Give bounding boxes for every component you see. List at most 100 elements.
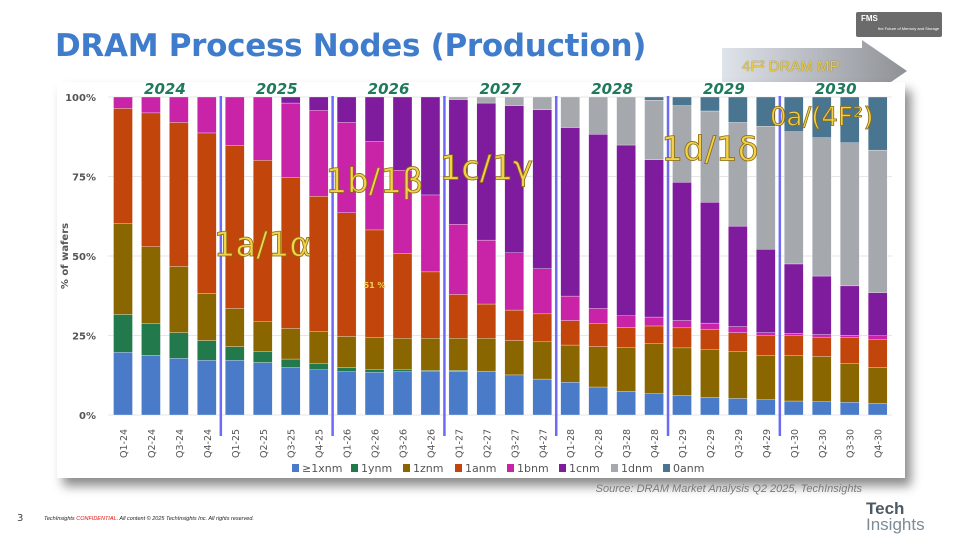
bar-segment-1cnm: [868, 292, 888, 336]
node-annotation: 1c/1γ: [440, 149, 534, 189]
bar-segment-1ynm: [197, 340, 217, 361]
x-tick-label: Q3-24: [175, 429, 186, 458]
bar-segment-1xnm: [141, 355, 161, 416]
source-note: Source: DRAM Market Analysis Q2 2025, Te…: [595, 483, 862, 495]
bar-segment-1znm: [253, 321, 273, 352]
bar-segment-1anm: [141, 112, 161, 247]
bar-segment-1znm: [644, 343, 664, 394]
bar-segment-1anm: [560, 320, 580, 346]
bar-segment-1bnm: [448, 224, 469, 295]
legend-swatch: [403, 464, 410, 472]
bar-segment-1bnm: [756, 332, 776, 336]
node-annotation: 1b/1β: [326, 161, 424, 201]
bar-segment-1dnm: [560, 96, 580, 128]
bar-segment-1anm: [728, 332, 748, 352]
bar-segment-1bnm: [197, 96, 217, 134]
bar-segment-1znm: [476, 338, 497, 372]
bar-segment-1znm: [225, 308, 245, 347]
bar-segment-0anm: [868, 96, 888, 151]
y-tick-label: 50%: [72, 252, 96, 263]
bar-segment-1dnm: [840, 142, 860, 287]
bar-segment-1bnm: [700, 322, 720, 330]
bar-segment-1anm: [672, 327, 692, 349]
bar-segment-1znm: [392, 338, 413, 370]
fms-logo: FMS the Future of Memory and Storage: [856, 12, 942, 37]
bar-segment-1anm: [784, 335, 804, 356]
bar-segment-1xnm: [113, 352, 133, 416]
bar-segment-0anm: [672, 96, 692, 106]
bar-segment-1cnm: [281, 96, 301, 104]
confidential-notice: TechInsights CONFIDENTIAL. All content ©…: [44, 516, 254, 522]
bar-segment-1xnm: [504, 374, 524, 416]
bar-segment-1bnm: [225, 96, 245, 146]
bar-segment-1znm: [448, 338, 469, 371]
bar-segment-1xnm: [364, 372, 385, 416]
y-tick-label: 100%: [65, 93, 96, 104]
bar-segment-1xnm: [812, 401, 832, 416]
year-label: 2025: [256, 80, 298, 98]
bar-segment-1znm: [308, 331, 329, 364]
bar-segment-1cnm: [532, 109, 552, 269]
x-tick-label: Q2-25: [259, 429, 270, 458]
bar-segment-1anm: [448, 294, 469, 339]
bar-segment-1dnm: [588, 96, 608, 135]
node-annotation: 1d/1δ: [661, 130, 758, 170]
x-tick-label: Q4-30: [874, 429, 885, 458]
bar-segment-1anm: [868, 339, 888, 368]
node-annotation: 51 %: [364, 281, 386, 290]
bar-segment-1znm: [588, 346, 608, 388]
bar-segment-1bnm: [560, 295, 580, 321]
bar-segment-1znm: [784, 355, 804, 402]
bar-segment-1dnm: [476, 96, 497, 104]
bar-segment-1bnm: [420, 194, 441, 273]
bar-segment-1bnm: [672, 320, 692, 329]
node-annotation: 1a/1α: [214, 225, 312, 265]
x-tick-label: Q4-25: [315, 429, 326, 458]
bar-segment-1ynm: [225, 346, 245, 361]
bar-segment-1ynm: [364, 369, 385, 373]
bar-segment-1xnm: [672, 395, 692, 416]
bar-segment-1cnm: [392, 96, 413, 171]
bar-segment-1bnm: [281, 102, 301, 178]
bar-segment-1znm: [840, 363, 860, 403]
bar-segment-1znm: [700, 349, 720, 398]
bar-segment-1xnm: [281, 367, 301, 416]
bar-segment-1xnm: [225, 360, 245, 416]
bar-segment-1dnm: [868, 149, 888, 293]
x-tick-label: Q4-28: [650, 429, 661, 458]
bar-segment-1xnm: [728, 398, 748, 416]
bar-segment-1cnm: [616, 144, 636, 316]
bar-segment-1anm: [756, 335, 776, 356]
bar-segment-1xnm: [644, 393, 664, 416]
bar-segment-1znm: [141, 246, 161, 324]
bar-segment-0anm: [784, 96, 804, 132]
bar-segment-1znm: [560, 344, 580, 383]
techinsights-logo: Tech Insights: [866, 499, 925, 534]
bar-segment-1znm: [504, 340, 524, 376]
bar-segment-1bnm: [728, 326, 748, 333]
legend-swatch: [559, 464, 566, 472]
bar-segment-1znm: [532, 341, 552, 380]
bar-segment-1bnm: [532, 268, 552, 315]
bar-segment-1cnm: [728, 225, 748, 327]
bar-segment-1cnm: [700, 202, 720, 324]
x-tick-label: Q4-26: [426, 429, 437, 458]
year-label: 2029: [703, 80, 745, 98]
bar-segment-1xnm: [420, 371, 441, 416]
bar-segment-1xnm: [700, 397, 720, 416]
bar-segment-1znm: [420, 338, 441, 371]
x-tick-label: Q2-30: [818, 429, 829, 458]
bar-segment-1bnm: [588, 308, 608, 324]
bar-segment-1cnm: [308, 96, 329, 111]
x-tick-label: Q3-26: [399, 429, 410, 458]
bar-segment-1cnm: [560, 127, 580, 297]
legend-swatch: [611, 464, 618, 472]
bar-segment-1bnm: [141, 96, 161, 114]
bar-segment-1znm: [868, 367, 888, 404]
bar-segment-1dnm: [812, 137, 832, 277]
bar-segment-1bnm: [169, 96, 189, 123]
legend-label: 1ynm: [361, 462, 392, 475]
x-tick-label: Q2-24: [147, 429, 158, 458]
bar-segment-1xnm: [784, 400, 804, 416]
